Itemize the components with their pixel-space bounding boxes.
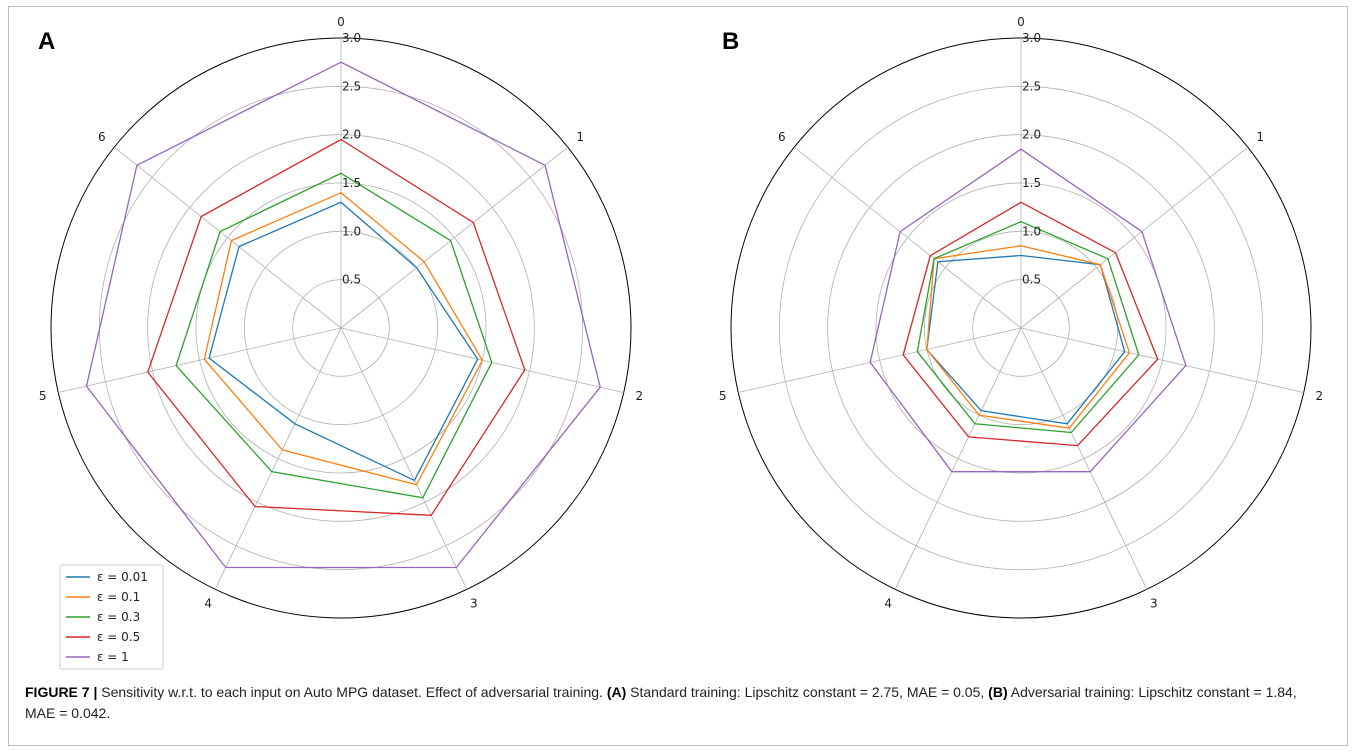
grid-spoke bbox=[1020, 327, 1304, 393]
legend-box bbox=[59, 564, 164, 670]
grid-spoke bbox=[1020, 327, 1148, 590]
category-label: 6 bbox=[98, 130, 106, 144]
category-label: 3 bbox=[470, 597, 478, 611]
series-line-b-3 bbox=[902, 201, 1159, 447]
series-line-b-4 bbox=[869, 148, 1187, 473]
caption-a-label: (A) bbox=[606, 684, 627, 700]
radial-tick-label: 1.0 bbox=[342, 224, 361, 238]
category-label: 2 bbox=[1316, 389, 1324, 403]
legend-label: ε = 0.1 bbox=[97, 590, 140, 604]
caption-figure-label: FIGURE 7 | bbox=[25, 684, 98, 700]
category-label: 5 bbox=[39, 389, 47, 403]
category-label: 4 bbox=[884, 597, 892, 611]
radial-tick-label: 0.5 bbox=[1022, 273, 1041, 287]
radial-tick-label: 1.5 bbox=[342, 176, 361, 190]
grid-spoke bbox=[214, 327, 342, 590]
caption-b-label: (B) bbox=[988, 684, 1008, 700]
series-line-b-0 bbox=[926, 254, 1126, 425]
panel-label-b: B bbox=[722, 28, 739, 55]
radial-tick-label: 1.0 bbox=[1022, 224, 1041, 238]
radar-charts: A B 0.5 1.0 1.5 2.0 2.5 3.0 0 1 2 3 4 5 6 0.5 1.0 1.5 2… bbox=[38, 15, 1324, 670]
radial-tick-label: 2.5 bbox=[1022, 79, 1041, 93]
category-label: 1 bbox=[1256, 130, 1264, 144]
series-line-a-1 bbox=[203, 191, 484, 486]
category-label: 0 bbox=[337, 15, 345, 29]
grid-spoke bbox=[1020, 146, 1248, 329]
series-line-a-3 bbox=[147, 138, 526, 516]
radial-tick-label: 2.5 bbox=[342, 79, 361, 93]
series-line-a-4 bbox=[85, 61, 601, 569]
radial-tick-label: 2.0 bbox=[342, 128, 361, 142]
series-line-b-1 bbox=[926, 245, 1131, 429]
legend-label: ε = 0.01 bbox=[97, 570, 148, 584]
radial-tick-label: 3.0 bbox=[342, 31, 361, 45]
grid-spoke bbox=[58, 327, 342, 393]
category-label: 5 bbox=[719, 389, 727, 403]
caption-text-1: Sensitivity w.r.t. to each input on Auto… bbox=[97, 684, 607, 700]
legend-label: ε = 1 bbox=[97, 650, 129, 664]
grid-spoke bbox=[340, 146, 568, 329]
category-label: 3 bbox=[1150, 597, 1158, 611]
figure-frame bbox=[8, 6, 1348, 746]
category-label: 4 bbox=[204, 597, 212, 611]
radial-tick-label: 1.5 bbox=[1022, 176, 1041, 190]
legend-label: ε = 0.5 bbox=[97, 630, 140, 644]
category-label: 1 bbox=[576, 130, 584, 144]
caption-text-2: Standard training: Lipschitz constant = … bbox=[626, 684, 989, 700]
category-label: 2 bbox=[636, 389, 644, 403]
radial-tick-label: 0.5 bbox=[342, 273, 361, 287]
category-label: 0 bbox=[1017, 15, 1025, 29]
radar-chart-a: 0.5 1.0 1.5 2.0 2.5 3.0 0 1 2 3 4 5 6 bbox=[39, 15, 644, 619]
caption-text-3: Adversarial training: Lipschitz constant… bbox=[25, 684, 1297, 721]
panel-label-a: A bbox=[38, 28, 55, 55]
grid-spoke bbox=[894, 327, 1022, 590]
series-line-a-0 bbox=[208, 201, 479, 482]
radial-tick-label: 3.0 bbox=[1022, 31, 1041, 45]
radial-tick-label: 2.0 bbox=[1022, 128, 1041, 142]
series-line-b-2 bbox=[916, 220, 1140, 434]
series-line-a-2 bbox=[175, 172, 493, 499]
category-label: 6 bbox=[778, 130, 786, 144]
figure-caption: FIGURE 7 | Sensitivity w.r.t. to each in… bbox=[25, 682, 1325, 724]
grid-spoke bbox=[738, 327, 1022, 393]
legend-label: ε = 0.3 bbox=[97, 610, 140, 624]
grid-spoke bbox=[340, 327, 468, 590]
grid-spoke bbox=[794, 146, 1022, 329]
legend: ε = 0.01 ε = 0.1 ε = 0.3 ε = 0.5 ε = 1 bbox=[59, 564, 164, 670]
radar-chart-b: 0.5 1.0 1.5 2.0 2.5 3.0 0 1 2 3 4 5 6 bbox=[719, 15, 1324, 619]
grid-spoke bbox=[114, 146, 342, 329]
